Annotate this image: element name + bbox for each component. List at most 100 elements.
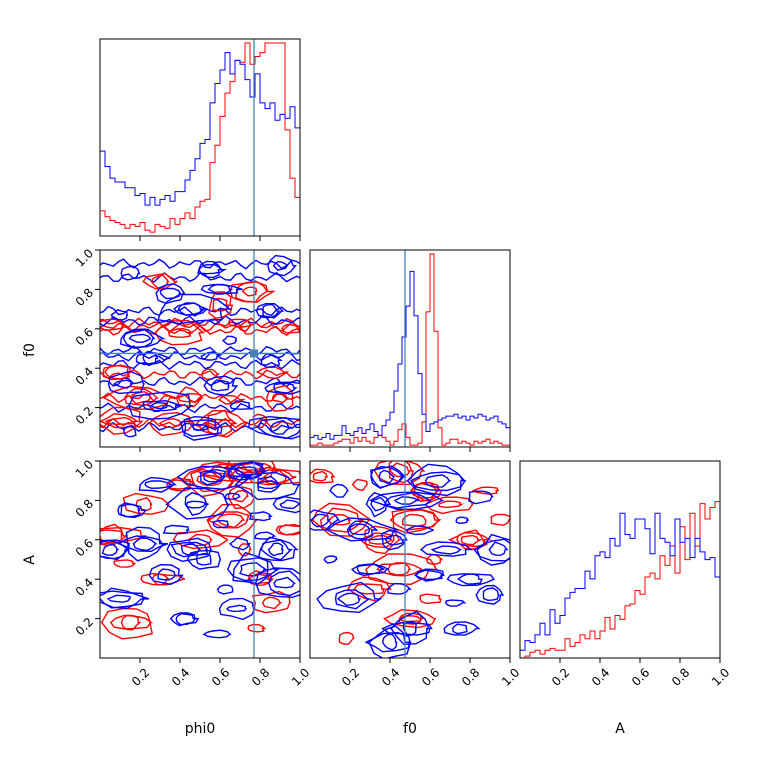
contours-A-f0-blue-contour-10-2 xyxy=(368,491,445,511)
contours-A-f0-red-contour-10-0 xyxy=(460,534,483,546)
contours-A-f0-blue-contour-3-0 xyxy=(336,592,362,607)
contours-f0-phi0-blue-contour-15-1 xyxy=(255,303,285,319)
y-axis-label-A: A xyxy=(22,555,38,565)
hist-f0-series-blue xyxy=(310,270,510,447)
contours-f0-phi0-blue-contour-14-1 xyxy=(173,302,208,316)
contours-f0-phi0-red-contour-8-1 xyxy=(102,364,132,381)
contours-A-f0-blue-contour-4-1 xyxy=(346,520,379,540)
contours-A-f0-blue-contour-11-2 xyxy=(390,610,430,646)
contours-f0-phi0-blue-contour-8-1 xyxy=(135,352,171,366)
contours-A-phi0-blue-contour-4-0 xyxy=(144,480,174,490)
tick-marks xyxy=(95,236,721,663)
contours-A-phi0-red-contour-11-0 xyxy=(261,596,283,610)
hist-f0-series-red xyxy=(310,253,510,447)
contours-A-f0-blue-contour-3-2 xyxy=(316,581,383,614)
contours-A-f0-blue-contour-13-1 xyxy=(413,568,445,582)
contours-A-phi0-blue-contour-3-2 xyxy=(125,526,166,562)
bands-f0-phi0-red-band-5 xyxy=(100,368,300,380)
contours-f0-phi0-red-contour-10-0 xyxy=(255,366,290,380)
contours-A-f0-blue-contour-20-0 xyxy=(482,587,500,602)
contours-A-f0-blue-contour-16-0 xyxy=(444,599,467,607)
contours-f0-phi0-blue-contour-17-1 xyxy=(200,283,243,295)
contours-A-phi0-blue-contour-10-1 xyxy=(199,468,227,486)
contours-f0-phi0-blue-contour-1-0 xyxy=(191,423,210,432)
hist-panel-A xyxy=(520,501,720,658)
contours-A-phi0-red-contour-2-0 xyxy=(135,497,153,512)
bands-f0-phi0-blue-band-1 xyxy=(100,402,300,414)
contours-A-f0-red-contour-12-0 xyxy=(387,562,412,576)
contours-A-f0-blue-contour-4-2 xyxy=(325,517,399,542)
contours-A-phi0-blue-contour-20-0 xyxy=(273,576,297,589)
contours-f0-phi0-red-contour-13-0 xyxy=(227,318,251,328)
bands-f0-phi0-blue-band-6 xyxy=(100,315,300,327)
contours-A-phi0-red-contour-13-1 xyxy=(172,529,229,550)
contours-A-phi0-red-contour-3-1 xyxy=(168,477,191,492)
contours-A-phi0-red-contour-14-0 xyxy=(278,524,300,536)
hist-panel-phi0 xyxy=(100,42,300,236)
panel-frame-2-1 xyxy=(309,460,511,659)
contours-A-f0-red-contour-13-2 xyxy=(383,609,437,629)
contours-A-f0-red-contour-1-2 xyxy=(311,502,374,537)
x-tick-label-A-4: 1.0 xyxy=(709,665,732,688)
contours-A-phi0-red-contour-7-0 xyxy=(263,469,290,484)
y-tick-label-f0-0: 0.2 xyxy=(73,404,96,427)
contours-A-f0-blue-contour-7-2 xyxy=(370,465,407,489)
contours-A-f0-red-contour-6-2 xyxy=(410,482,443,503)
contours-f0-phi0-blue-contour-14-2 xyxy=(157,293,233,325)
contours-f0-phi0-blue-contour-2-0 xyxy=(269,419,293,435)
x-tick-label-A-2: 0.6 xyxy=(629,665,652,688)
contours-A-f0-blue-contour-18-1 xyxy=(446,573,495,587)
contours-f0-phi0-blue-contour-5-1 xyxy=(107,370,145,395)
contours-A-phi0-blue xyxy=(100,461,300,639)
contours-f0-phi0-blue-contour-10-0 xyxy=(260,353,283,369)
x-tick-label-A-1: 0.4 xyxy=(589,665,612,688)
hist-phi0-series-blue xyxy=(100,52,300,236)
contours-A-f0-blue-contour-10-1 xyxy=(383,491,433,509)
y-tick-label-A-0: 0.2 xyxy=(73,615,96,638)
contours-A-phi0-red-contour-10-0 xyxy=(248,573,271,585)
contours-f0-phi0-blue-contour-4-0 xyxy=(229,400,251,410)
contours-A-phi0-blue-contour-17-0 xyxy=(248,511,273,522)
contours-f0-phi0-blue-contour-9-0 xyxy=(200,351,220,361)
contours-f0-phi0-red-contour-0-0 xyxy=(104,416,134,426)
panel-frame-1-1 xyxy=(309,249,511,448)
contours-A-phi0-blue-contour-9-0 xyxy=(195,552,212,566)
contours-A-f0-blue-contour-2-0 xyxy=(329,483,350,498)
contours-A-phi0-blue-contour-14-0 xyxy=(229,537,251,551)
contours-A-f0-blue-contour-18-0 xyxy=(457,573,483,585)
truth-lines xyxy=(100,39,406,658)
y-tick-label-f0-2: 0.6 xyxy=(73,325,96,348)
contours-A-phi0-red-contour-10-1 xyxy=(247,570,275,586)
contours-f0-phi0-red-contour-17-0 xyxy=(212,297,231,312)
y-tick-label-A-2: 0.6 xyxy=(73,536,96,559)
contours-A-f0-red-contour-13-0 xyxy=(398,615,424,623)
contours-f0-phi0-blue-contour-5-0 xyxy=(112,379,134,389)
x-axis-label-f0: f0 xyxy=(403,721,417,737)
contours-f0-phi0-red-contour-2-1 xyxy=(207,409,238,436)
contours-A-f0-red-contour-3-2 xyxy=(364,525,401,555)
contours-A-phi0-blue-contour-19-2 xyxy=(257,536,299,562)
x-tick-label-phi0-0: 0.2 xyxy=(129,665,152,688)
contours-f0-phi0-red-contour-17-1 xyxy=(208,291,234,320)
contours-A-f0-blue-contour-12-0 xyxy=(405,525,434,536)
contours-f0-phi0-blue-contour-11-2 xyxy=(122,328,156,349)
y-tick-label-f0-4: 1.0 xyxy=(73,246,96,269)
contours-A-phi0-blue-contour-11-0 xyxy=(212,519,229,529)
panel-frame-0-0 xyxy=(99,38,301,237)
y-tick-label-f0-1: 0.4 xyxy=(73,364,96,387)
contours-f0-phi0-blue xyxy=(107,254,300,441)
contours-A-phi0-blue-contour-23-0 xyxy=(202,629,232,639)
contours-A-phi0-blue-contour-19-0 xyxy=(267,542,284,557)
hist-phi0-series-red xyxy=(100,42,300,236)
contours-f0-phi0-blue-contour-1-2 xyxy=(179,419,223,438)
contours-A-phi0-blue-contour-4-1 xyxy=(138,476,178,493)
x-tick-label-phi0-4: 1.0 xyxy=(289,665,312,688)
plot-content xyxy=(100,39,720,658)
hist-panel-f0 xyxy=(310,253,510,447)
contours-A-f0-blue-contour-23-1 xyxy=(443,621,481,636)
contours-A-phi0-blue-contour-7-1 xyxy=(169,612,200,627)
contours-f0-phi0-blue-contour-15-0 xyxy=(262,303,281,319)
contours-A-f0-red-contour-0-0 xyxy=(312,470,329,482)
contours-A-phi0-blue-contour-2-0 xyxy=(120,503,141,518)
